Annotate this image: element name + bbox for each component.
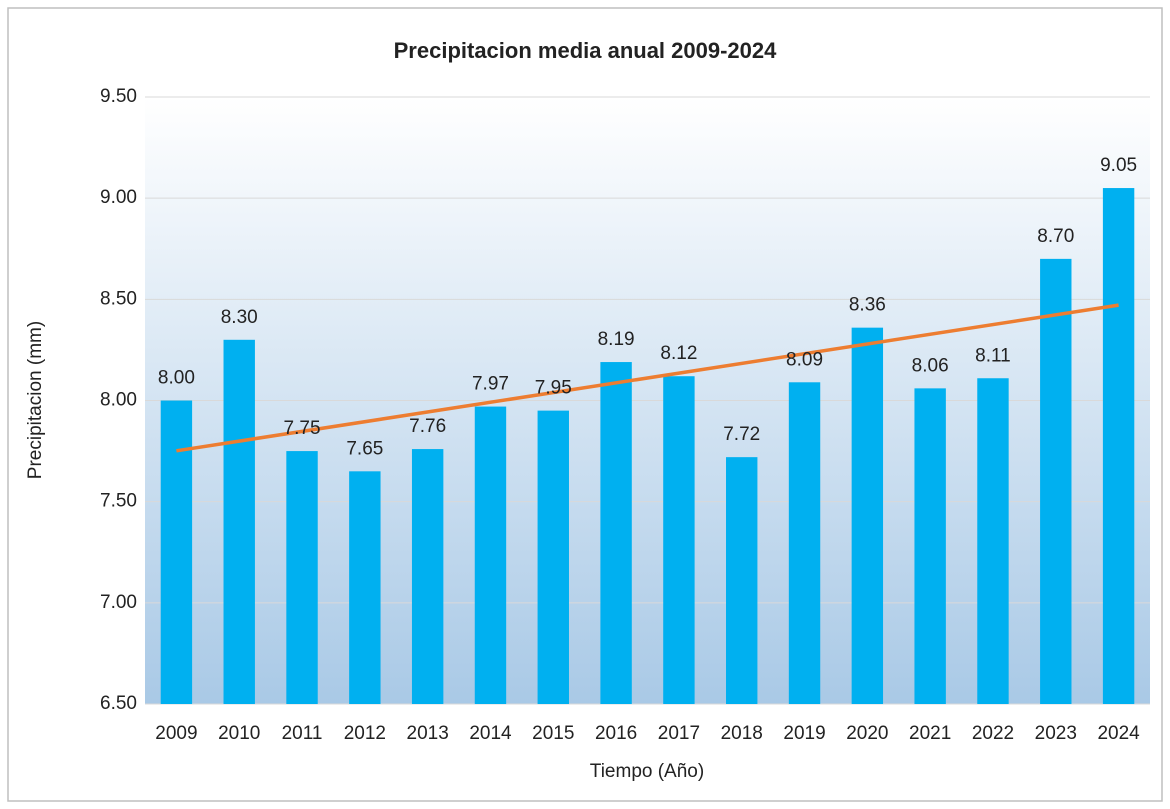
x-tick-label: 2010 (218, 723, 260, 744)
x-tick-label: 2016 (595, 723, 637, 744)
data-label: 8.09 (786, 349, 823, 370)
data-label: 8.06 (912, 355, 949, 376)
y-tick-label: 9.00 (100, 187, 137, 208)
y-tick-label: 8.50 (100, 288, 137, 309)
x-tick-label: 2011 (282, 723, 323, 744)
bar (286, 451, 318, 704)
bar (537, 410, 569, 704)
y-tick-label: 9.50 (100, 86, 137, 107)
data-label: 8.12 (660, 343, 697, 364)
x-tick-label: 2018 (721, 723, 763, 744)
data-label: 8.11 (975, 345, 1011, 366)
x-tick-label: 2022 (972, 723, 1014, 744)
data-label: 8.19 (598, 329, 635, 350)
y-tick-label: 8.00 (100, 390, 137, 411)
x-tick-label: 2009 (155, 723, 197, 744)
bar (349, 471, 381, 704)
data-label: 7.72 (723, 424, 760, 445)
data-label: 7.95 (535, 378, 572, 399)
data-label: 7.76 (409, 416, 446, 437)
data-label: 8.36 (849, 295, 886, 316)
x-tick-label: 2023 (1035, 723, 1077, 744)
chart-title: Precipitacion media anual 2009-2024 (394, 38, 778, 63)
bar (788, 382, 821, 704)
x-tick-label: 2017 (658, 723, 700, 744)
bar (600, 362, 632, 704)
bar (663, 376, 695, 704)
data-label: 9.05 (1100, 155, 1137, 176)
data-label: 8.70 (1037, 226, 1074, 247)
bar (914, 388, 946, 704)
bar (474, 406, 507, 704)
y-axis-title: Precipitacion (mm) (25, 321, 46, 479)
x-axis-title: Tiempo (Año) (590, 761, 704, 782)
bar (411, 449, 444, 704)
data-label: 7.65 (346, 438, 383, 459)
data-label: 7.75 (284, 418, 321, 439)
bar (726, 457, 758, 704)
data-label: 8.00 (158, 368, 195, 389)
x-tick-label: 2024 (1097, 723, 1140, 744)
x-tick-label: 2012 (344, 723, 386, 744)
x-tick-label: 2020 (846, 723, 888, 744)
bar (160, 400, 193, 704)
bar (977, 378, 1009, 704)
x-tick-label: 2015 (532, 723, 574, 744)
x-tick-label: 2021 (909, 723, 951, 744)
bar (1040, 258, 1072, 704)
x-tick-label: 2013 (407, 723, 449, 744)
y-tick-label: 6.50 (100, 693, 137, 714)
data-label: 7.97 (472, 374, 509, 395)
bar (851, 327, 884, 704)
bar (1102, 188, 1135, 705)
bar (223, 339, 255, 704)
trendline (176, 303, 1119, 453)
y-tick-label: 7.50 (100, 491, 137, 512)
y-tick-label: 7.00 (100, 592, 137, 613)
x-tick-label: 2014 (469, 723, 512, 744)
x-tick-label: 2019 (783, 723, 825, 744)
data-label: 8.30 (221, 307, 258, 328)
